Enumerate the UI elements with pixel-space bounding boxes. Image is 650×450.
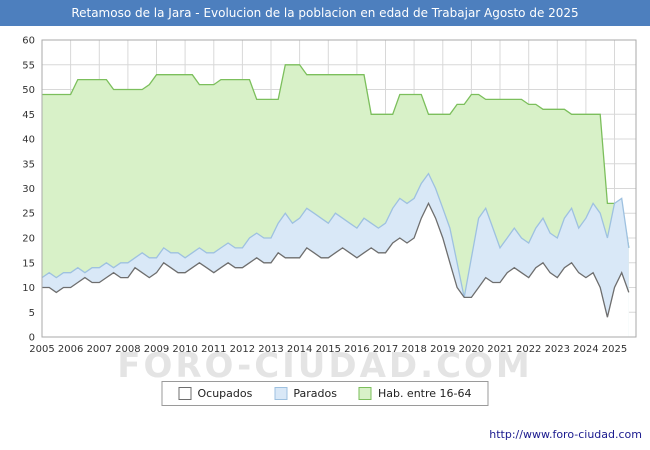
svg-text:2005: 2005 [29,344,54,355]
svg-text:15: 15 [22,258,35,269]
svg-text:2021: 2021 [487,344,512,355]
svg-text:35: 35 [22,159,35,170]
svg-text:2023: 2023 [545,344,570,355]
svg-text:2009: 2009 [144,344,169,355]
svg-text:5: 5 [29,308,35,319]
svg-text:2011: 2011 [201,344,226,355]
svg-text:2014: 2014 [287,344,312,355]
population-chart-svg: 2005 2006 2007 2008 2009 2010 2011 2012 2013 2014… [22,36,637,355]
svg-text:45: 45 [22,110,35,121]
hab-16-64-swatch-icon [358,387,372,400]
chart-title: Retamoso de la Jara - Evolucion de la po… [0,0,650,26]
svg-text:60: 60 [22,36,35,47]
svg-text:55: 55 [22,60,35,71]
svg-text:2006: 2006 [58,344,83,355]
ocupados-swatch-icon [178,387,192,400]
svg-text:40: 40 [22,135,35,146]
svg-text:2017: 2017 [373,344,398,355]
svg-text:2020: 2020 [459,344,484,355]
svg-text:2019: 2019 [430,344,455,355]
legend-label-ocupados: Ocupados [197,387,253,400]
svg-text:2022: 2022 [516,344,541,355]
svg-text:20: 20 [22,234,35,245]
svg-text:30: 30 [22,184,35,195]
svg-text:2007: 2007 [87,344,112,355]
watermark: FORO-CIUDAD.COM [117,346,533,386]
source-url[interactable]: http://www.foro-ciudad.com [489,428,642,441]
legend-item-hab-16-64: Hab. entre 16-64 [358,387,472,400]
svg-text:2010: 2010 [172,344,197,355]
legend-label-parados: Parados [293,387,337,400]
svg-text:2015: 2015 [316,344,341,355]
svg-text:50: 50 [22,85,35,96]
legend-label-hab-16-64: Hab. entre 16-64 [377,387,472,400]
svg-text:2018: 2018 [401,344,426,355]
legend-item-ocupados: Ocupados [178,387,252,400]
parados-swatch-icon [274,387,288,400]
chart-legend: Ocupados Parados Hab. entre 16-64 [161,381,489,406]
svg-text:0: 0 [29,333,35,344]
svg-text:2013: 2013 [258,344,283,355]
legend-item-parados: Parados [274,387,337,400]
svg-text:2016: 2016 [344,344,369,355]
svg-text:25: 25 [22,209,35,220]
svg-text:2024: 2024 [573,344,598,355]
svg-text:2012: 2012 [230,344,255,355]
svg-text:2008: 2008 [115,344,140,355]
svg-text:10: 10 [22,283,35,294]
svg-text:2025: 2025 [602,344,627,355]
